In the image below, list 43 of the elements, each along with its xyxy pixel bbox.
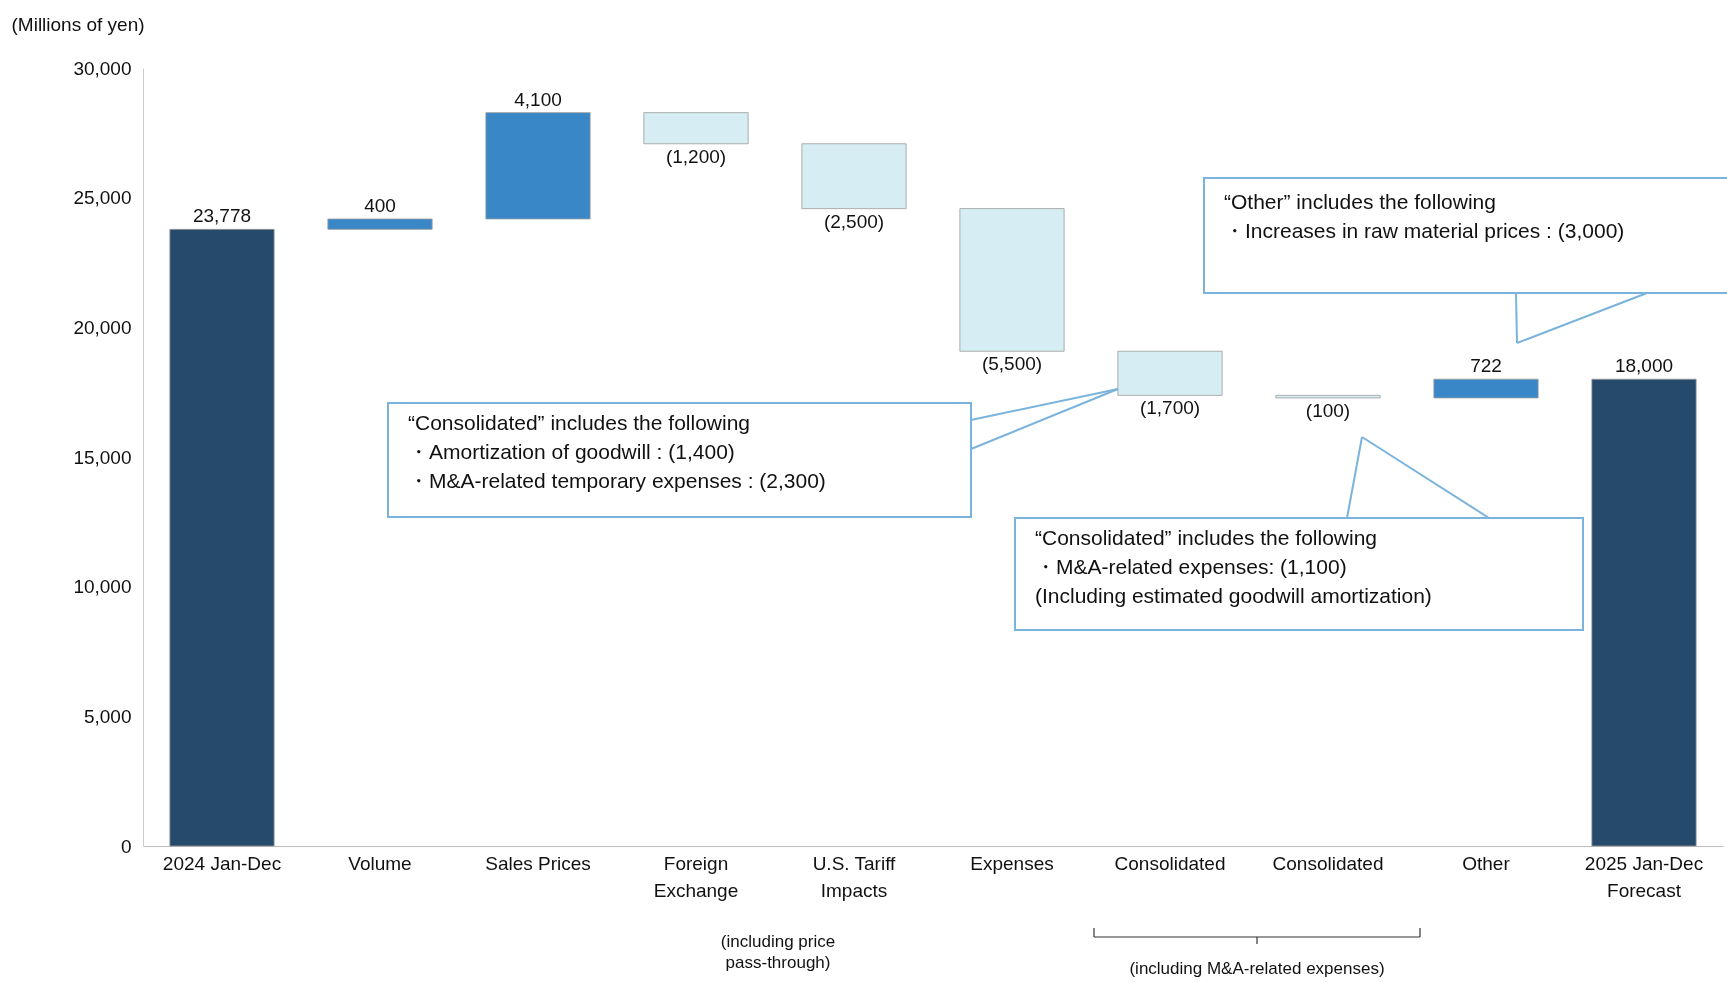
bar — [643, 112, 749, 145]
x-tick-label: Foreign Exchange — [653, 852, 739, 901]
y-tick-label: 5,000 — [83, 705, 132, 727]
bar — [959, 208, 1065, 352]
y-tick-label: 0 — [120, 835, 132, 857]
x-tick-label: Expenses — [970, 852, 1054, 874]
bar — [1591, 378, 1697, 847]
annotation: “Other” includes the following ・Increases in raw material prices : (3,000) — [1224, 190, 1625, 242]
y-axis-title: (Millions of yen) — [11, 13, 145, 35]
bar — [1433, 378, 1539, 399]
x-tick-label: Volume — [348, 852, 412, 874]
data-label: 23,778 — [192, 205, 252, 227]
data-label: (2,500) — [823, 210, 885, 232]
y-tick-label: 15,000 — [73, 446, 132, 468]
data-label: (1,700) — [1139, 397, 1201, 419]
x-tick-label: U.S. Tariff Impacts — [812, 852, 897, 901]
x-tick-label: 2025 Jan-Dec Forecast — [1584, 852, 1704, 901]
x-tick-label: Other — [1462, 852, 1511, 874]
data-label: (1,200) — [665, 145, 727, 167]
text: (including M&A-related expenses) — [1129, 959, 1385, 978]
bar — [1275, 394, 1381, 399]
annotation: “Consolidated” includes the following ・Amortization of goodwill : (1,400) ・M&A-related temporary expenses : (2,300) — [408, 411, 826, 492]
y-tick-label: 10,000 — [73, 576, 132, 598]
bar — [485, 112, 591, 220]
bar — [327, 218, 433, 230]
data-label: (100) — [1305, 399, 1351, 421]
x-tick-label: Consolidated — [1114, 852, 1226, 874]
data-label: 4,100 — [514, 88, 562, 110]
bar — [169, 228, 275, 847]
y-tick-label: 25,000 — [73, 187, 132, 209]
data-label: (5,500) — [981, 353, 1043, 375]
annotation: “Consolidated” includes the following ・M&A-related expenses: (1,100) (Including estimated goodwill amortization) — [1035, 526, 1432, 607]
y-tick-label: 20,000 — [73, 316, 132, 338]
data-label: 400 — [364, 194, 396, 216]
data-label: 18,000 — [1614, 355, 1674, 377]
y-tick-label: 30,000 — [73, 57, 132, 79]
x-tick-label: Consolidated — [1272, 852, 1384, 874]
x-tick-label: 2024 Jan-Dec — [162, 852, 282, 874]
bar — [801, 143, 907, 210]
x-tick-label: Sales Prices — [485, 852, 591, 874]
bar — [1117, 350, 1223, 396]
data-label: 722 — [1470, 355, 1502, 377]
text: (including price pass-through) — [720, 932, 836, 972]
